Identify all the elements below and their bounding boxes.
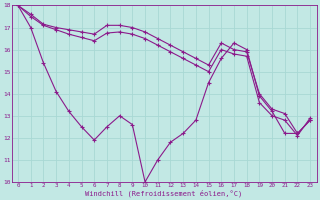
- X-axis label: Windchill (Refroidissement éolien,°C): Windchill (Refroidissement éolien,°C): [85, 189, 243, 197]
